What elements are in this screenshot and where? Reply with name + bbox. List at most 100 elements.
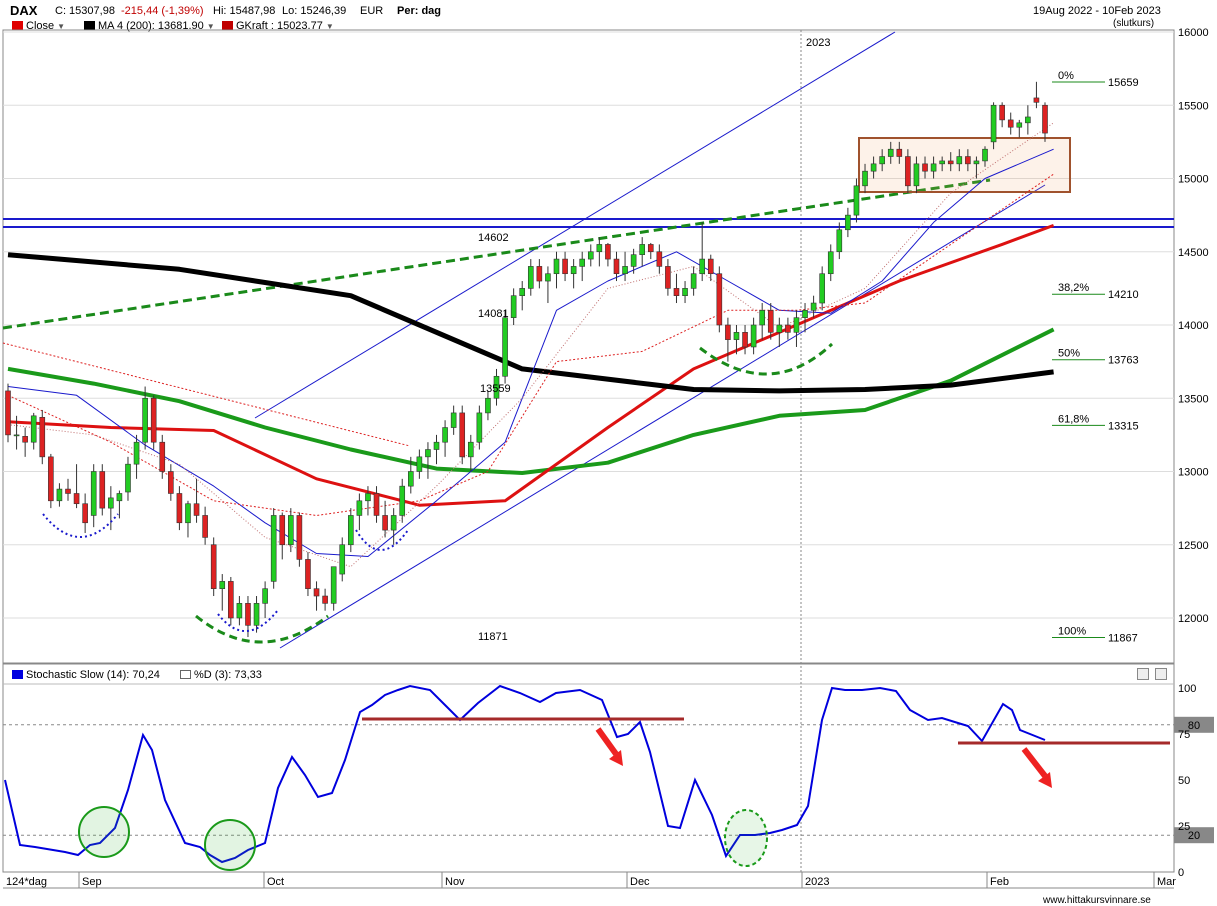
candle	[622, 251, 628, 282]
candle	[819, 266, 825, 311]
candle-body-up	[845, 214, 851, 231]
candle-body-down	[742, 332, 748, 348]
candle	[922, 156, 928, 179]
candle-body-down	[767, 310, 774, 333]
stoch-20-label: 20	[1188, 830, 1200, 842]
candle	[690, 266, 697, 296]
candle-body-up	[973, 160, 980, 165]
candle	[288, 508, 294, 553]
candle-body-up	[596, 244, 603, 253]
candle	[133, 434, 140, 479]
candle	[313, 581, 320, 611]
candle	[433, 434, 440, 465]
candle-body-up	[450, 412, 457, 428]
date-range: 19Aug 2022 - 10Feb 2023	[1033, 5, 1161, 17]
down-arrow-icon	[1021, 747, 1052, 788]
fib-pct-label: 61,8%	[1058, 413, 1089, 425]
candle	[65, 478, 71, 501]
candle-body-up	[630, 254, 637, 267]
close-value: C: 15307,98	[55, 5, 115, 17]
candle	[527, 259, 534, 296]
candle	[1007, 112, 1014, 135]
candle	[930, 156, 937, 179]
candle	[673, 273, 680, 304]
candle-body-up	[330, 566, 337, 604]
legend-close-label: Close	[26, 20, 55, 32]
candle	[39, 409, 46, 465]
candle-body-down	[150, 397, 157, 443]
x-tick-label: Oct	[267, 876, 284, 888]
candle	[665, 259, 671, 296]
candle-body-down	[313, 588, 320, 597]
candle-body-up	[579, 258, 586, 267]
candle	[707, 254, 714, 282]
candle-body-down	[22, 436, 28, 443]
candle-body-up	[425, 449, 431, 458]
candle	[510, 288, 517, 325]
candle-body-up	[759, 310, 765, 326]
candle	[759, 303, 765, 340]
candle	[262, 581, 268, 618]
candle-body-up	[485, 397, 491, 414]
candle-body-up	[553, 258, 560, 275]
candle	[219, 574, 226, 611]
candle	[99, 464, 106, 516]
candle	[348, 508, 354, 553]
candle-body-down	[656, 251, 663, 267]
candle-body-down	[965, 156, 971, 165]
candle-body-up	[56, 488, 63, 502]
legend-gkraft[interactable]: GKraft : 15023.77 ▼	[222, 20, 337, 32]
y-tick-label: 15000	[1178, 174, 1209, 186]
candle-body-up	[13, 434, 20, 437]
symbol-label: DAX	[10, 3, 38, 18]
chevron-down-icon[interactable]: ▼	[325, 22, 334, 31]
candle-body-down	[48, 456, 54, 502]
candle-body-up	[408, 471, 414, 487]
candle-body-down	[73, 493, 80, 505]
candle-body-up	[879, 156, 885, 165]
down-arrow-icon	[595, 727, 623, 766]
candle-body-up	[519, 288, 526, 296]
channel-upper-line	[254, 31, 896, 419]
candle	[116, 490, 123, 519]
close-icon[interactable]	[1155, 668, 1167, 680]
trendline-dashed	[2, 178, 991, 330]
candle	[373, 486, 380, 523]
fib-pct-label: 50%	[1058, 348, 1080, 360]
legend-close[interactable]: Close ▼	[12, 20, 68, 32]
low-label: 13559	[480, 383, 511, 395]
magnify-icon[interactable]	[1137, 668, 1149, 680]
fib-value-label: 14210	[1108, 289, 1139, 301]
legend-gkraft-label: GKraft : 15023.77	[236, 20, 323, 32]
candle	[870, 156, 877, 179]
stoch-d-legend[interactable]: %D (3): 73,33	[180, 669, 262, 681]
candle-body-up	[982, 148, 988, 162]
chevron-down-icon[interactable]: ▼	[57, 22, 66, 31]
candle	[5, 383, 11, 443]
candle	[630, 248, 637, 274]
stoch-legend[interactable]: Stochastic Slow (14): 70,24	[12, 669, 160, 681]
candle-body-up	[502, 317, 508, 377]
candle	[785, 317, 791, 340]
stoch-y-tick: 75	[1178, 729, 1190, 741]
candle	[90, 464, 97, 528]
candle-body-up	[699, 258, 705, 275]
x-tick-label: 2023	[805, 876, 829, 888]
candle	[596, 237, 603, 267]
candle	[73, 464, 80, 509]
candle	[56, 483, 63, 507]
candle-body-up	[510, 295, 517, 318]
candle-body-up	[467, 441, 474, 458]
chevron-down-icon[interactable]: ▼	[206, 22, 215, 31]
candle-body-up	[433, 441, 440, 450]
legend-ma[interactable]: MA 4 (200): 13681.90 ▼	[84, 20, 218, 32]
fib-pct-label: 38,2%	[1058, 282, 1089, 294]
candle	[467, 434, 474, 472]
candle	[416, 449, 423, 479]
x-tick-label: Nov	[445, 876, 465, 888]
fib-value-label: 13315	[1108, 420, 1139, 432]
candle-body-up	[939, 160, 945, 165]
period-label: Per: dag	[397, 5, 442, 17]
legend-close-swatch	[12, 21, 23, 30]
